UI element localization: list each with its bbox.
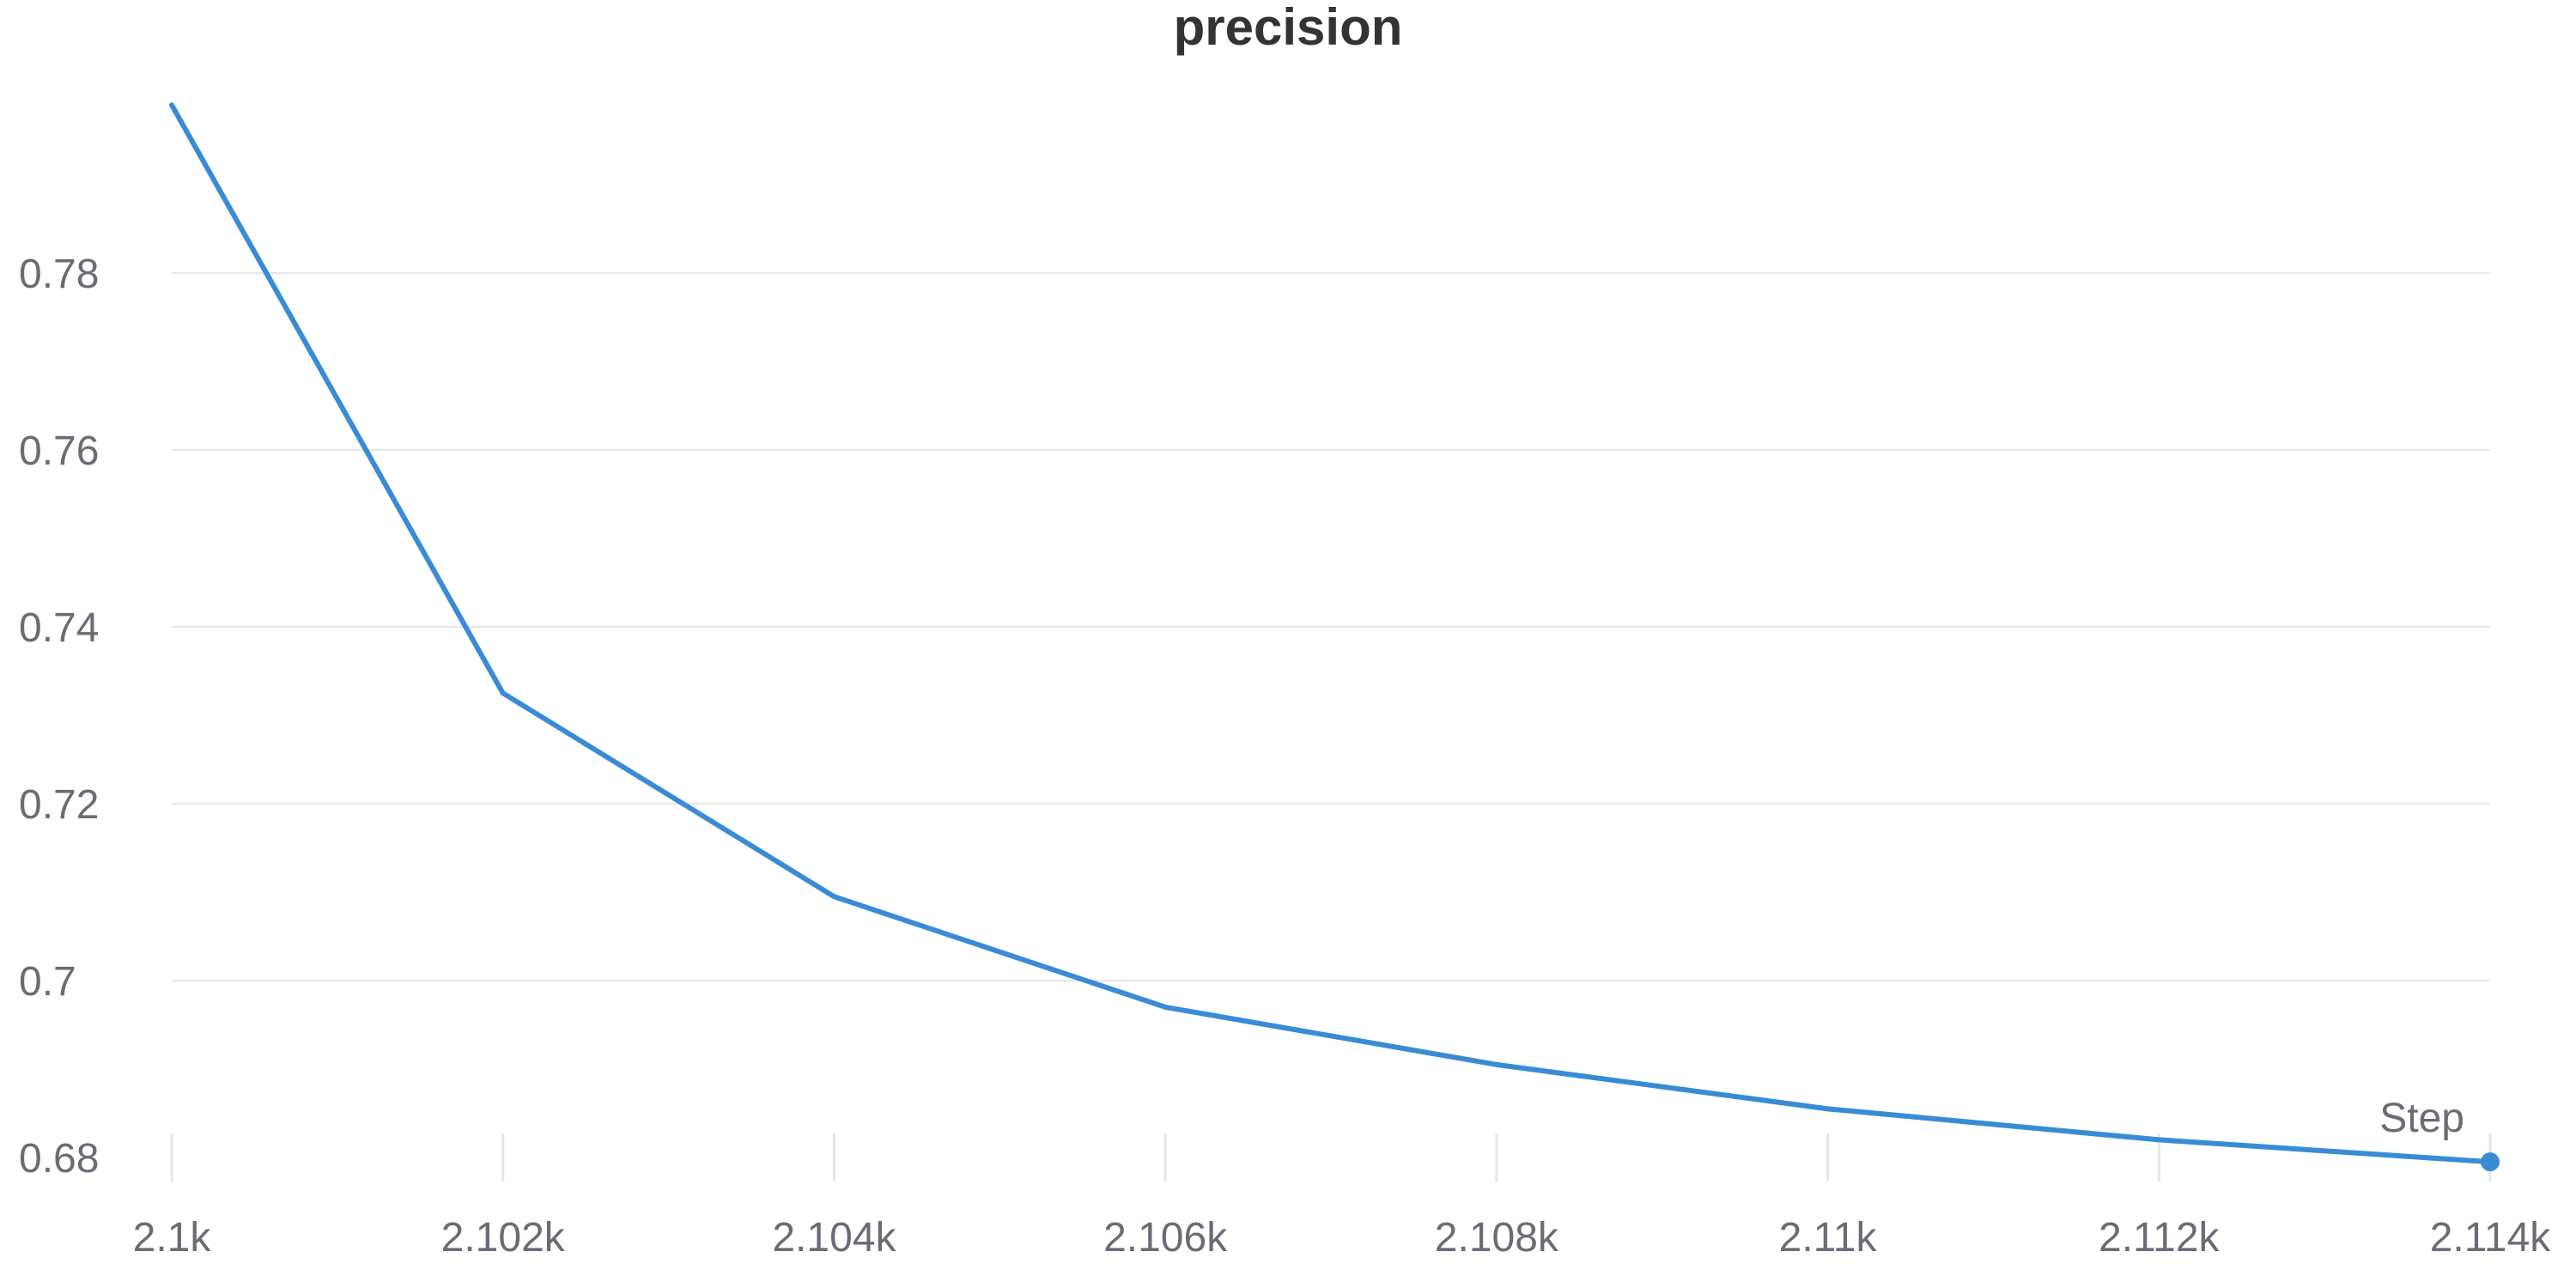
x-tick-label: 2.1k bbox=[133, 1215, 212, 1261]
grid-lines bbox=[172, 272, 2490, 981]
x-tick-label: 2.104k bbox=[772, 1215, 896, 1261]
y-axis-tick-labels: 0.68 0.7 0.72 0.74 0.76 0.78 bbox=[19, 252, 99, 1182]
y-tick-label: 0.74 bbox=[19, 605, 99, 651]
x-axis-tick-labels: 2.1k 2.102k 2.104k 2.106k 2.108k 2.11k 2.112k 2… bbox=[133, 1215, 2552, 1261]
y-tick-label: 0.78 bbox=[19, 252, 99, 297]
series-line bbox=[169, 102, 2493, 1165]
chart-title: precision bbox=[1174, 0, 1403, 56]
x-tick-label: 2.11k bbox=[1779, 1215, 1878, 1261]
x-axis-title: Step bbox=[2379, 1096, 2464, 1141]
y-tick-label: 0.68 bbox=[19, 1136, 99, 1182]
series-layer bbox=[169, 102, 2500, 1172]
x-tick-label: 2.112k bbox=[2099, 1215, 2221, 1261]
last-point-marker bbox=[2481, 1152, 2500, 1172]
x-tick-label: 2.114k bbox=[2430, 1215, 2552, 1261]
x-tick-label: 2.102k bbox=[441, 1215, 566, 1261]
y-tick-label: 0.72 bbox=[19, 782, 99, 828]
x-tick-label: 2.106k bbox=[1103, 1215, 1228, 1261]
y-tick-label: 0.76 bbox=[19, 428, 99, 474]
y-tick-label: 0.7 bbox=[19, 959, 76, 1005]
x-tick-label: 2.108k bbox=[1435, 1215, 1559, 1261]
